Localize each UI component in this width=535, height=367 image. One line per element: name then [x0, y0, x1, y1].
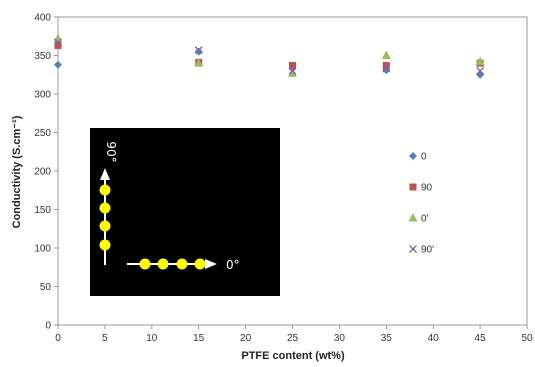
- data-point-series-1: [54, 41, 62, 49]
- inset-dot-vertical: [99, 220, 111, 232]
- inset-diagram: 90° 0°: [90, 128, 280, 296]
- data-point-series-2: [475, 56, 485, 66]
- legend-label-series-0: 0: [421, 152, 427, 163]
- x-tick-label: 30: [334, 333, 346, 344]
- data-point-series-2: [381, 50, 391, 59]
- data-point-series-1: [289, 62, 296, 70]
- series-points: [53, 33, 485, 79]
- x-tick-label: 40: [428, 333, 440, 344]
- legend: 0 90 0' 90': [408, 152, 434, 256]
- y-tick-label: 150: [34, 205, 51, 216]
- legend-label-series-1: 90: [421, 183, 433, 194]
- inset-dot-horizontal: [176, 258, 188, 270]
- y-tick-label: 400: [34, 13, 51, 24]
- data-point-series-2: [288, 68, 297, 77]
- x-tick-label: 0: [55, 333, 61, 344]
- y-tick-label: 250: [34, 128, 51, 139]
- x-tick-label: 35: [381, 333, 393, 344]
- inset-dot-horizontal: [139, 258, 151, 270]
- legend-marker-series-1: [409, 183, 417, 191]
- legend-marker-series-3: [409, 245, 417, 253]
- horizontal-arrowhead-icon: [205, 259, 217, 269]
- data-point-series-3: [194, 46, 203, 55]
- data-point-series-3: [288, 66, 297, 75]
- inset-label-0: 0°: [226, 258, 240, 272]
- x-tick-label: 25: [287, 333, 299, 344]
- x-axis-ticks: 0 5 10 15 20 25 30 35 40 45 50: [55, 325, 533, 344]
- data-point-series-1: [382, 62, 390, 70]
- x-tick-label: 15: [193, 333, 205, 344]
- data-point-series-3: [382, 64, 391, 73]
- data-point-series-0: [194, 47, 203, 56]
- y-tick-label: 200: [34, 167, 51, 178]
- y-axis-title: Conductivity (S.cm⁻¹): [11, 115, 23, 228]
- vertical-arrowhead-icon: [100, 168, 110, 180]
- data-point-series-0: [54, 60, 62, 69]
- data-point-series-3: [476, 66, 485, 75]
- inset-dot-horizontal: [157, 258, 169, 270]
- x-tick-label: 5: [102, 333, 108, 344]
- legend-marker-series-0: [409, 152, 417, 160]
- y-tick-label: 300: [34, 90, 51, 101]
- legend-label-series-3: 90': [421, 245, 434, 256]
- x-tick-label: 20: [240, 333, 252, 344]
- y-tick-label: 0: [45, 321, 51, 332]
- y-tick-label: 100: [34, 244, 51, 255]
- legend-label-series-2: 0': [421, 214, 429, 225]
- data-point-series-2: [194, 58, 204, 67]
- x-tick-label: 45: [475, 333, 487, 344]
- x-tick-label: 10: [146, 333, 158, 344]
- inset-dot-vertical: [99, 239, 111, 251]
- inset-label-90: 90°: [104, 141, 118, 162]
- inset-dot-vertical: [99, 184, 111, 196]
- y-axis-ticks: 0 50 100 150 200 250 300 350 400: [34, 13, 58, 332]
- y-tick-label: 50: [40, 282, 52, 293]
- data-point-series-3: [54, 38, 62, 47]
- y-tick-label: 350: [34, 51, 51, 62]
- x-tick-label: 50: [521, 333, 533, 344]
- data-point-series-0: [476, 70, 485, 79]
- data-point-series-2: [53, 33, 63, 43]
- inset-dots: [99, 184, 206, 270]
- legend-marker-series-2: [408, 213, 418, 222]
- x-axis-title: PTFE content (wt%): [241, 350, 345, 362]
- inset-dot-horizontal: [194, 258, 206, 270]
- inset-dot-vertical: [99, 202, 111, 214]
